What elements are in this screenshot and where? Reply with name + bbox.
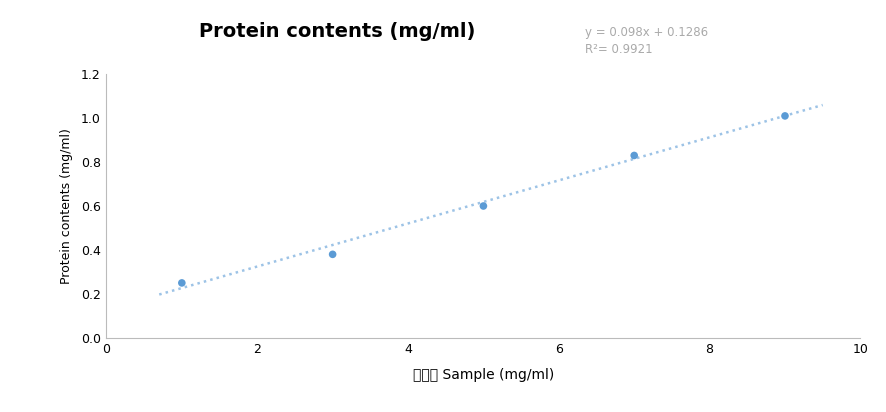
Text: y = 0.098x + 0.1286: y = 0.098x + 0.1286 <box>585 26 708 39</box>
Text: R²= 0.9921: R²= 0.9921 <box>585 42 652 56</box>
Point <box>325 251 339 258</box>
Point <box>175 280 189 286</box>
Point <box>476 203 490 209</box>
Point <box>777 112 791 119</box>
X-axis label: 다슬기 Sample (mg/ml): 다슬기 Sample (mg/ml) <box>412 368 554 382</box>
Text: Protein contents (mg/ml): Protein contents (mg/ml) <box>198 22 475 41</box>
Point <box>626 152 641 159</box>
Y-axis label: Protein contents (mg/ml): Protein contents (mg/ml) <box>59 128 73 284</box>
